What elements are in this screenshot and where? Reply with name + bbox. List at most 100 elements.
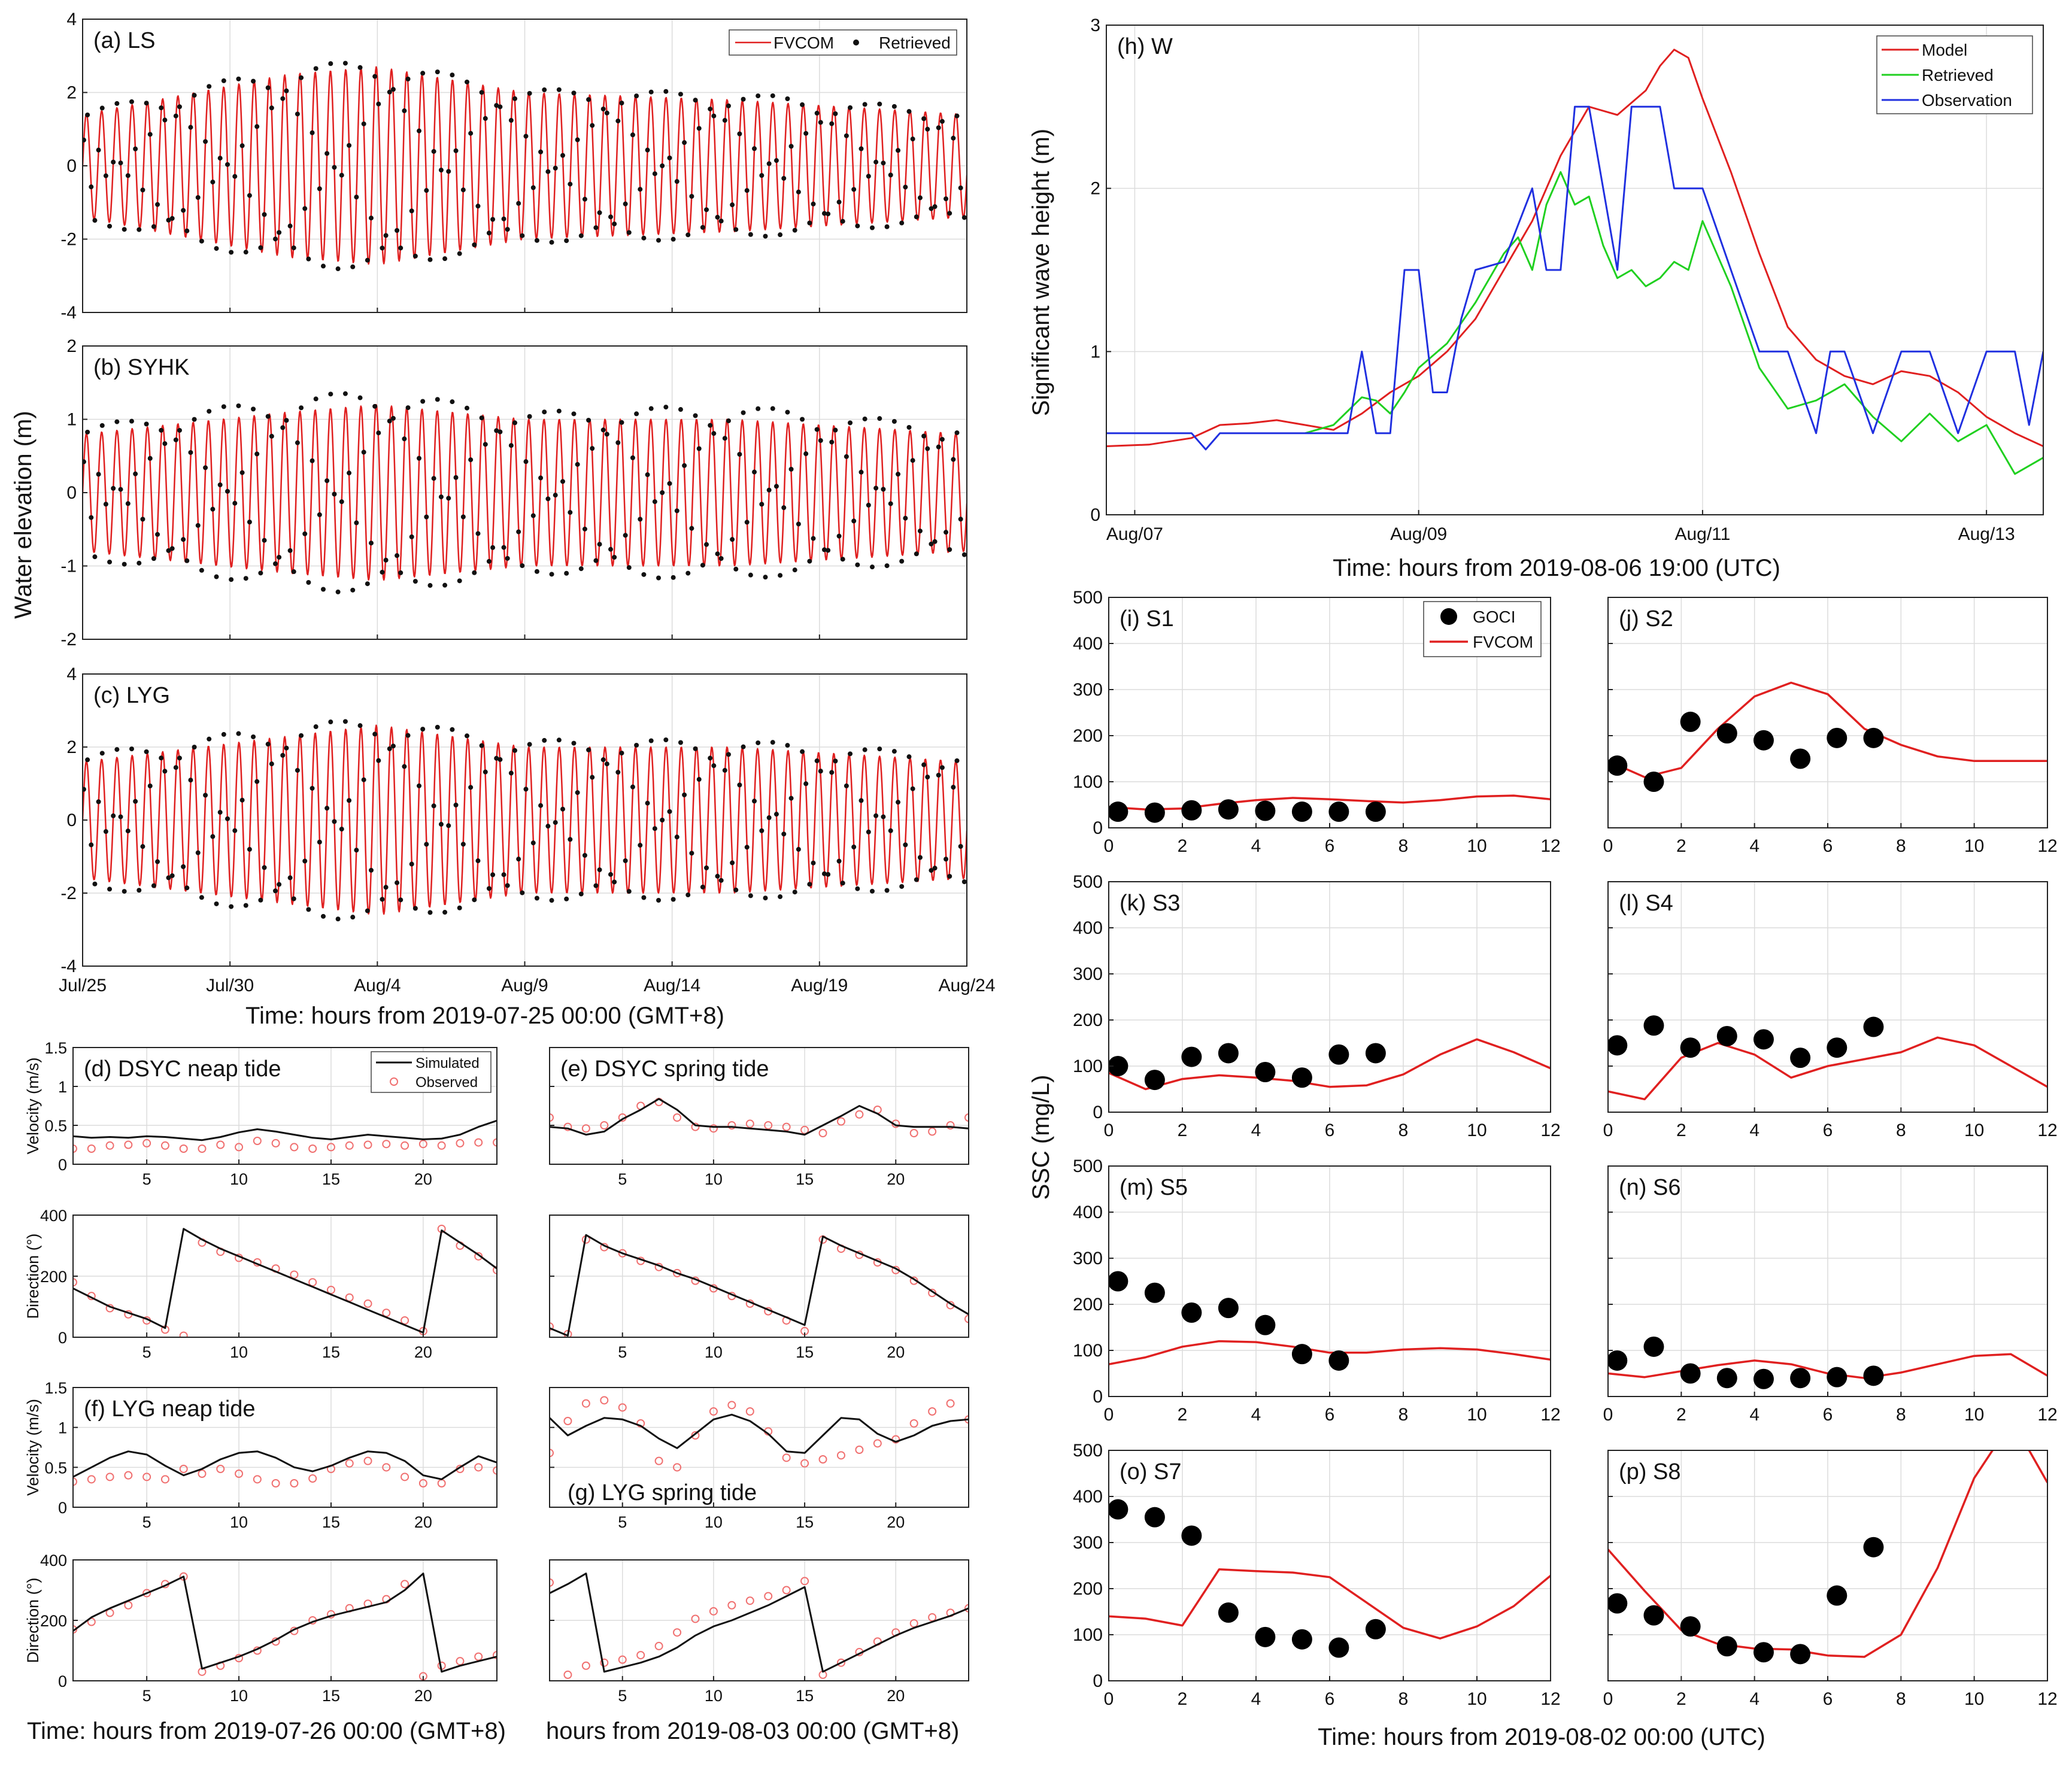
retrieved-point	[342, 391, 348, 396]
x-tick-label: Aug/9	[501, 976, 548, 995]
retrieved-point	[361, 450, 366, 455]
retrieved-point	[468, 457, 474, 463]
retrieved-point	[460, 514, 466, 520]
retrieved-point	[380, 569, 385, 575]
panel-title: (g) LYG spring tide	[568, 1480, 757, 1505]
retrieved-point	[412, 906, 418, 911]
retrieved-point	[262, 538, 267, 543]
retrieved-point	[733, 566, 739, 572]
retrieved-point	[523, 133, 529, 139]
panel-d: 0 0.5 1 1.5 5 10 15 20 (d) DSYC neap tide Velocit…	[24, 1039, 497, 1188]
panel-title: (f) LYG neap tide	[84, 1396, 256, 1422]
observed-point	[782, 1586, 791, 1595]
retrieved-point	[575, 137, 580, 142]
observed-point	[437, 1141, 446, 1150]
series-model	[1106, 48, 2043, 447]
y-axis-label: Velocity (m/s)	[24, 1057, 42, 1154]
retrieved-point	[472, 570, 477, 575]
retrieved-point	[792, 889, 797, 895]
goci-point	[1827, 727, 1847, 748]
retrieved-point	[936, 125, 941, 130]
retrieved-point	[236, 731, 241, 736]
x-tick-label: 8	[1398, 1121, 1409, 1140]
retrieved-point	[770, 740, 775, 745]
retrieved-point	[431, 476, 436, 481]
retrieved-point	[939, 119, 945, 124]
observed-point	[964, 1604, 969, 1613]
observed-point	[727, 1401, 736, 1410]
panel-e_dir: 5 10 15 20	[549, 1215, 969, 1361]
retrieved-point	[335, 916, 341, 922]
y-tick-label: 500	[1073, 588, 1103, 608]
retrieved-point	[450, 399, 455, 405]
y-tick-label: 300	[1073, 680, 1103, 700]
retrieved-point	[89, 184, 94, 190]
retrieved-point	[317, 839, 322, 845]
x-tick-label: 10	[1964, 1689, 1984, 1709]
goci-point	[1144, 1507, 1165, 1528]
observed-point	[271, 1139, 280, 1147]
retrieved-point	[836, 858, 842, 864]
retrieved-point	[578, 233, 584, 238]
retrieved-point	[538, 803, 544, 808]
x-tick-label: 0	[1603, 1689, 1613, 1709]
retrieved-point	[438, 822, 444, 827]
retrieved-point	[888, 172, 893, 178]
goci-point	[1328, 1350, 1349, 1371]
observed-point	[198, 1470, 207, 1478]
retrieved-point	[320, 587, 326, 592]
retrieved-point	[527, 90, 532, 96]
retrieved-point	[656, 238, 662, 243]
observed-point	[745, 1596, 754, 1605]
observed-point	[198, 1144, 207, 1153]
retrieved-point	[494, 103, 499, 108]
y-tick-label: 0	[66, 810, 77, 830]
retrieved-point	[568, 510, 573, 515]
retrieved-point	[685, 232, 691, 238]
observed-point	[235, 1143, 244, 1152]
retrieved-point	[114, 101, 120, 106]
retrieved-point	[891, 418, 897, 424]
retrieved-point	[284, 745, 289, 751]
goci-point	[1680, 1616, 1701, 1637]
retrieved-point	[542, 737, 547, 743]
retrieved-point	[166, 875, 171, 881]
goci-point	[1365, 802, 1386, 822]
retrieved-point	[593, 558, 599, 563]
retrieved-point	[899, 220, 905, 226]
retrieved-point	[560, 806, 566, 812]
retrieved-point	[339, 827, 344, 832]
retrieved-point	[744, 520, 750, 525]
retrieved-point	[608, 547, 614, 552]
observed-point	[401, 1473, 409, 1481]
retrieved-point	[763, 233, 768, 239]
panel-j: 0 2 4 6 8 10 12 (j) S2	[1603, 597, 2058, 856]
y-tick-label: 500	[1073, 872, 1103, 892]
retrieved-point	[254, 779, 260, 784]
x-tick-label: 6	[1325, 836, 1335, 856]
retrieved-point	[884, 888, 890, 893]
x-tick-label: 10	[705, 1343, 723, 1361]
panel-title: (j) S2	[1619, 606, 1673, 632]
retrieved-point	[682, 463, 687, 468]
retrieved-point	[715, 551, 720, 557]
panel-f: 0 0.5 1 1.5 5 10 15 20 (f) LYG neap tide Velocity…	[24, 1379, 497, 1531]
retrieved-point	[612, 879, 617, 885]
retrieved-point	[380, 897, 385, 902]
retrieved-point	[254, 451, 260, 457]
retrieved-point	[947, 211, 952, 216]
retrieved-point	[811, 201, 816, 207]
retrieved-point	[133, 471, 138, 476]
retrieved-point	[866, 829, 871, 834]
x-tick-label: 15	[322, 1513, 340, 1531]
retrieved-point	[195, 850, 201, 855]
retrieved-point	[310, 130, 315, 135]
observed-point	[618, 1655, 627, 1664]
retrieved-point	[376, 430, 381, 436]
retrieved-point	[490, 217, 496, 222]
retrieved-point	[181, 864, 186, 869]
y-tick-label: 1.5	[44, 1039, 67, 1057]
retrieved-point	[350, 915, 356, 920]
retrieved-point	[682, 140, 687, 145]
retrieved-point	[409, 861, 414, 867]
